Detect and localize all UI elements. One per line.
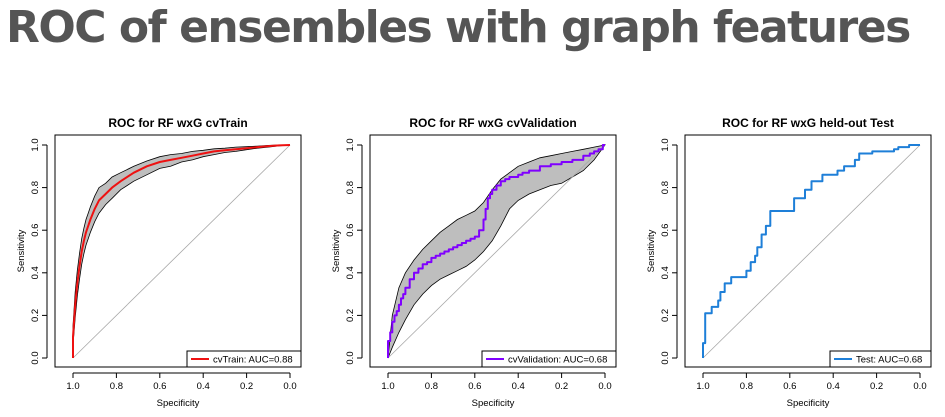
- y-tick-label: 0.4: [660, 266, 671, 279]
- y-tick-label: 0.0: [30, 351, 41, 364]
- roc-chart-cvtrain: ROC for RF wxG cvTrain 0.0 0.2 0.4 0.6 0.8 1.0…: [16, 116, 302, 409]
- chance-diagonal: [702, 144, 921, 359]
- roc-chart-heldout-test: ROC for RF wxG held-out Test 0.0 0.2 0.4 0.6…: [646, 116, 932, 409]
- roc-curve: [72, 144, 291, 358]
- legend-box: [481, 350, 617, 368]
- y-tick-label: 0.6: [660, 224, 671, 237]
- x-axis-label: Specificity: [787, 398, 830, 409]
- x-tick-label: 1.0: [381, 381, 394, 392]
- x-tick-label: 0.6: [153, 381, 166, 392]
- plot-title: ROC for RF wxG cvTrain: [108, 116, 247, 130]
- x-tick-label: 0.8: [740, 381, 753, 392]
- x-tick-label: 1.0: [66, 381, 79, 392]
- legend-label: Test: AUC=0.68: [856, 355, 922, 366]
- x-tick-label: 0.2: [870, 381, 883, 392]
- x-tick-label: 0.8: [110, 381, 123, 392]
- slide-title: ROC of ensembles with graph features: [6, 2, 911, 53]
- y-tick-label: 1.0: [30, 138, 41, 151]
- roc-curve: [387, 144, 605, 358]
- y-tick-label: 0.0: [660, 351, 671, 364]
- y-tick-label: 0.2: [345, 309, 356, 322]
- x-tick-label: 0.6: [468, 381, 481, 392]
- legend-box: [829, 350, 932, 368]
- x-tick-label: 0.8: [425, 381, 438, 392]
- x-tick-label: 0.4: [512, 381, 525, 392]
- y-tick-label: 0.2: [30, 309, 41, 322]
- x-tick-label: 0.6: [783, 381, 796, 392]
- chance-diagonal: [72, 144, 291, 359]
- y-tick-label: 0.8: [345, 181, 356, 194]
- legend-label: cvTrain: AUC=0.88: [213, 355, 293, 366]
- y-axis-label: Sensitivity: [16, 229, 27, 272]
- y-tick-label: 0.6: [30, 224, 41, 237]
- chance-diagonal: [387, 144, 606, 359]
- plot-title: ROC for RF wxG held-out Test: [722, 116, 894, 130]
- roc-curve: [702, 144, 920, 358]
- roc-chart-cvvalidation: ROC for RF wxG cvValidation 0.0 0.2 0.4 0.6 0…: [331, 116, 617, 409]
- x-axis-label: Specificity: [472, 398, 515, 409]
- legend-label: cvValidation: AUC=0.68: [508, 355, 607, 366]
- y-tick-label: 0.2: [660, 309, 671, 322]
- x-tick-label: 0.2: [240, 381, 253, 392]
- y-tick-label: 0.4: [30, 266, 41, 279]
- y-tick-label: 0.4: [345, 266, 356, 279]
- x-tick-label: 1.0: [696, 381, 709, 392]
- y-tick-label: 0.8: [660, 181, 671, 194]
- x-tick-label: 0.4: [197, 381, 210, 392]
- y-axis-label: Sensitivity: [646, 229, 657, 272]
- y-tick-label: 0.8: [30, 181, 41, 194]
- x-tick-label: 0.0: [598, 381, 611, 392]
- x-tick-label: 0.2: [555, 381, 568, 392]
- y-tick-label: 1.0: [345, 138, 356, 151]
- plot-frame: [684, 134, 932, 368]
- x-tick-label: 0.0: [283, 381, 296, 392]
- plot-title: ROC for RF wxG cvValidation: [409, 116, 576, 130]
- legend-box: [186, 350, 302, 368]
- y-axis-label: Sensitivity: [331, 229, 342, 272]
- plot-frame: [54, 134, 302, 368]
- x-tick-label: 0.0: [913, 381, 926, 392]
- y-tick-label: 0.0: [345, 351, 356, 364]
- y-tick-label: 0.6: [345, 224, 356, 237]
- y-tick-label: 1.0: [660, 138, 671, 151]
- x-axis-label: Specificity: [157, 398, 200, 409]
- x-tick-label: 0.4: [827, 381, 840, 392]
